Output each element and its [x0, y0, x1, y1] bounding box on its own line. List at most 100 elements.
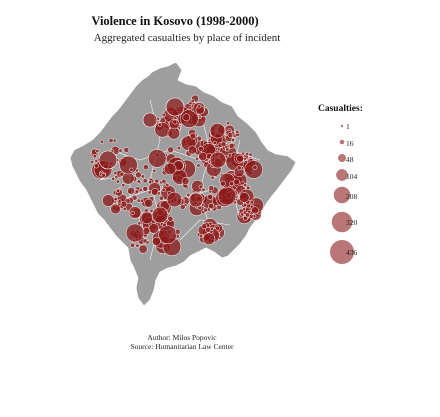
casualty-bubble: [102, 194, 115, 207]
legend-circle-320: [331, 211, 353, 233]
casualty-bubble: [113, 197, 118, 202]
casualty-bubble: [120, 200, 128, 208]
casualty-bubble: [161, 178, 167, 184]
casualty-bubble: [236, 165, 242, 171]
casualty-bubble: [123, 147, 130, 153]
casualty-bubble: [156, 191, 162, 196]
casualty-bubble: [239, 192, 250, 203]
casualty-bubble: [220, 141, 227, 148]
casualty-bubble: [227, 153, 232, 158]
casualty-bubble: [229, 181, 235, 187]
casualty-bubble: [148, 223, 160, 234]
casualty-bubble: [110, 203, 121, 215]
legend-label-208: 208: [346, 192, 358, 201]
casualty-bubble: [196, 163, 201, 168]
casualty-bubble: [135, 243, 140, 248]
casualty-bubble: [225, 147, 230, 152]
casualty-bubble: [215, 225, 221, 231]
casualty-bubble: [209, 122, 226, 139]
casualty-bubble: [182, 113, 191, 122]
casualty-bubble: [151, 206, 169, 224]
casualty-bubble: [163, 162, 177, 176]
casualty-bubble: [202, 207, 208, 213]
casualty-bubble: [236, 154, 244, 163]
casualty-bubble: [228, 142, 235, 149]
legend-circle-1: [340, 124, 344, 128]
casualty-bubble: [245, 212, 251, 218]
caption-author: Author: Milos Popovic: [147, 333, 217, 342]
casualty-bubble: [93, 163, 99, 169]
casualty-bubble: [125, 223, 145, 243]
casualty-bubble: [154, 122, 170, 138]
casualty-bubble: [209, 151, 227, 169]
casualty-bubble: [147, 149, 167, 168]
casualty-bubble: [129, 167, 134, 172]
casualty-bubble: [144, 198, 154, 208]
casualty-bubble: [143, 164, 149, 170]
casualty-bubble: [89, 159, 95, 165]
casualty-bubble: [201, 223, 208, 229]
casualty-bubble: [142, 112, 158, 128]
casualty-bubble: [181, 177, 190, 185]
legend-circle-436: [330, 240, 354, 264]
casualty-bubble: [114, 175, 119, 180]
casualty-bubble: [240, 212, 245, 217]
legend-label-436: 436: [346, 248, 358, 257]
casualty-bubble: [119, 155, 138, 175]
casualty-bubble: [138, 244, 148, 254]
casualty-bubble: [198, 152, 208, 161]
legend-circle-208: [333, 186, 351, 204]
chart-title: Violence in Kosovo (1998-2000): [91, 14, 259, 28]
casualty-bubble: [208, 203, 214, 209]
casualty-bubble: [140, 174, 145, 179]
chart-subtitle: Aggregated casualties by place of incide…: [93, 32, 281, 44]
legend-label-320: 320: [346, 218, 358, 227]
casualty-bubble: [127, 186, 135, 195]
caption-source: Source: Humanitarian Law Center: [130, 342, 234, 351]
casualty-bubble: [161, 187, 166, 192]
casualty-bubble: [202, 232, 216, 246]
casualty-bubble: [248, 152, 253, 157]
casualty-bubble: [201, 187, 206, 192]
casualty-bubble: [245, 151, 250, 157]
casualty-bubble: [158, 225, 177, 244]
casualty-bubble: [147, 190, 152, 195]
casualty-bubble: [108, 138, 114, 144]
casualty-bubble: [152, 236, 161, 246]
casualty-bubble: [165, 183, 170, 188]
casualty-bubble: [230, 138, 236, 143]
legend-label-48: 48: [346, 155, 354, 164]
casualty-bubble: [111, 176, 116, 181]
casualty-bubble: [148, 180, 153, 185]
casualty-bubble: [142, 178, 148, 184]
casualty-bubble: [152, 168, 157, 173]
casualty-bubble: [252, 164, 258, 170]
casualty-bubble: [130, 210, 135, 216]
casualty-bubble: [166, 191, 183, 208]
legend-label-104: 104: [346, 172, 358, 181]
casualty-bubble: [99, 139, 105, 144]
legend-label-1: 1: [346, 122, 350, 131]
casualty-bubble: [167, 146, 174, 154]
casualty-bubble: [100, 172, 106, 178]
casualty-bubble: [128, 206, 142, 219]
casualty-bubble: [158, 195, 164, 201]
casualty-bubble: [205, 226, 211, 233]
casualty-bubble: [187, 145, 197, 155]
casualty-bubble: [176, 146, 181, 151]
casualty-bubble: [210, 175, 215, 180]
casualty-bubble: [240, 181, 245, 186]
casualty-bubble: [157, 122, 162, 127]
casualty-bubble: [98, 150, 118, 170]
casualty-bubble: [135, 189, 140, 194]
casualty-bubble: [95, 148, 100, 154]
legend-layer: [330, 124, 354, 264]
casualty-bubble: [195, 156, 200, 161]
casualty-bubble: [233, 178, 240, 186]
casualty-bubble: [226, 121, 231, 126]
casualty-bubble: [117, 199, 122, 204]
casualty-bubble: [136, 179, 141, 184]
legend-circle-16: [339, 139, 345, 145]
